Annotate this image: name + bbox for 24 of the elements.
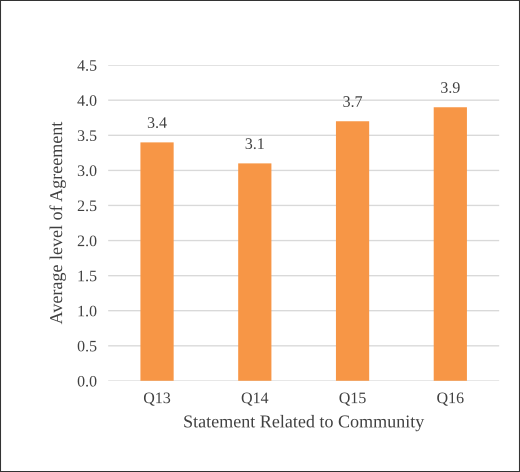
x-axis-title: Statement Related to Community [184, 414, 424, 432]
x-tick-label: Q15 [339, 392, 366, 406]
x-tick-label: Q14 [242, 392, 268, 406]
y-tick-label: 2.0 [78, 235, 96, 246]
y-tick-label: 3.5 [78, 130, 96, 142]
y-tick-label: 3.0 [78, 165, 96, 176]
y-tick-label: 1.0 [78, 306, 96, 316]
data-label: 3.9 [441, 82, 460, 93]
data-label: 3.4 [148, 117, 167, 128]
data-label: 3.7 [343, 96, 362, 107]
y-tick-label: 4.0 [77, 95, 96, 106]
x-tick-label: Q16 [437, 392, 464, 406]
bar [238, 163, 272, 381]
x-tick-label: Q13 [144, 392, 170, 406]
y-tick-label: 0.5 [78, 340, 96, 352]
y-tick-label: 2.5 [78, 200, 96, 212]
bar [336, 121, 370, 381]
y-tick-label: 0.0 [78, 376, 96, 387]
bar [434, 107, 467, 381]
y-tick-label: 4.5 [77, 60, 96, 71]
y-tick-label: 1.5 [78, 270, 96, 282]
data-label: 3.1 [246, 138, 264, 150]
y-axis-title: Average level of Agreement [49, 122, 66, 324]
bar [140, 142, 174, 381]
